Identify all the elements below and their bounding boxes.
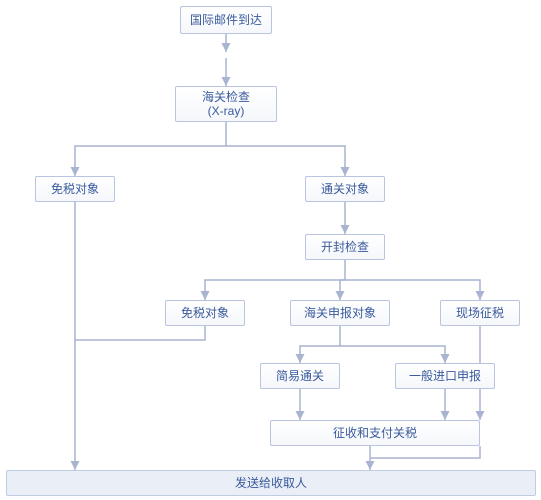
node-label: 一般进口申报 xyxy=(409,369,481,383)
node-label: 现场征税 xyxy=(456,306,504,320)
node-label: 通关对象 xyxy=(321,182,369,196)
node-deliver: 发送给收取人 xyxy=(6,470,536,496)
node-arrival: 国际邮件到达 xyxy=(180,6,272,34)
node-label: 海关检查 (X-ray) xyxy=(202,90,250,119)
node-open: 开封检查 xyxy=(305,234,385,260)
edge-16 xyxy=(370,446,480,458)
node-general: 一般进口申报 xyxy=(395,363,495,389)
node-exempt2: 免税对象 xyxy=(165,300,245,326)
edge-6 xyxy=(205,260,345,300)
node-label: 简易通关 xyxy=(276,369,324,383)
node-label: 征收和支付关税 xyxy=(333,426,417,440)
node-field: 现场征税 xyxy=(440,300,520,326)
edge-11 xyxy=(340,346,445,363)
node-label: 发送给收取人 xyxy=(235,476,307,490)
edge-3 xyxy=(226,146,345,176)
node-simple: 简易通关 xyxy=(260,363,340,389)
edge-7 xyxy=(340,280,345,300)
edge-8 xyxy=(345,280,480,300)
node-tax: 征收和支付关税 xyxy=(270,420,480,446)
node-label: 免税对象 xyxy=(51,182,99,196)
edge-2 xyxy=(75,122,226,176)
node-label: 开封检查 xyxy=(321,240,369,254)
edge-9 xyxy=(75,326,205,340)
node-xray: 海关检查 (X-ray) xyxy=(175,86,277,122)
node-declare: 海关申报对象 xyxy=(290,300,390,326)
node-exempt1: 免税对象 xyxy=(35,176,115,202)
node-label: 海关申报对象 xyxy=(304,306,376,320)
edge-10 xyxy=(300,326,340,363)
node-label: 国际邮件到达 xyxy=(190,13,262,27)
node-clear: 通关对象 xyxy=(305,176,385,202)
node-label: 免税对象 xyxy=(181,306,229,320)
